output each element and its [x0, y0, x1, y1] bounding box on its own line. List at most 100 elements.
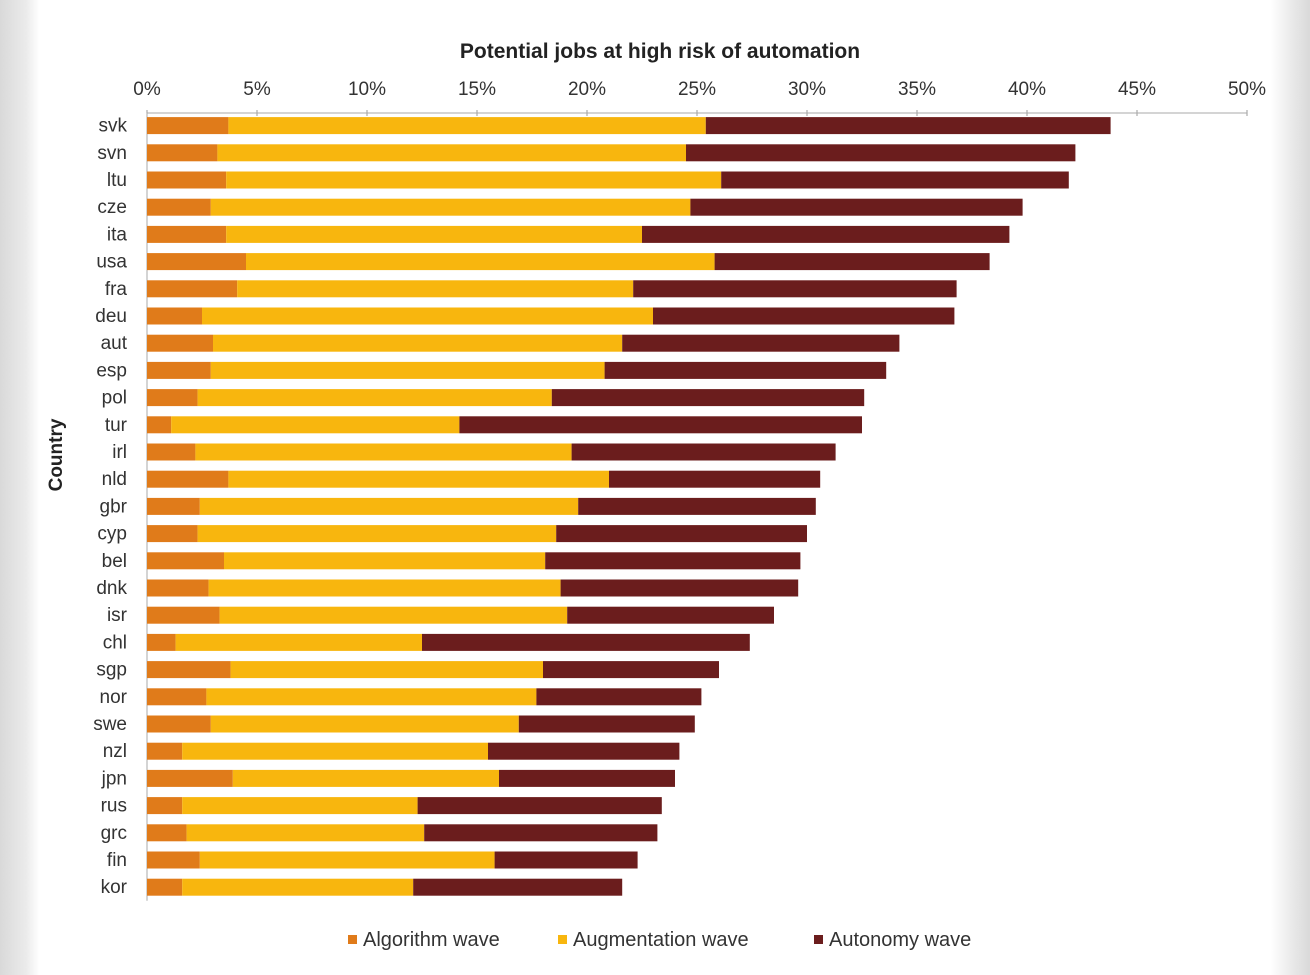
category-label: isr	[107, 605, 128, 626]
legend: Algorithm wave Augmentation wave Autonomy …	[348, 929, 971, 951]
bar-autonomy-wave-svk	[705, 117, 1111, 135]
bar-autonomy-wave-usa	[714, 253, 990, 271]
bar-augmentation-wave-usa	[246, 253, 715, 271]
bar-algorithm-wave-kor	[147, 878, 183, 896]
bar-algorithm-wave-isr	[147, 606, 220, 624]
bar-augmentation-wave-cze	[210, 198, 691, 216]
bar-autonomy-wave-gbr	[578, 497, 816, 515]
bar-augmentation-wave-gbr	[199, 497, 579, 515]
category-label: esp	[96, 360, 127, 381]
bar-algorithm-wave-irl	[147, 443, 196, 461]
category-label: irl	[112, 442, 127, 463]
bar-algorithm-wave-rus	[147, 797, 183, 815]
category-label: jpn	[101, 768, 127, 789]
legend-swatch	[558, 935, 567, 944]
bar-algorithm-wave-ltu	[147, 171, 227, 189]
bar-autonomy-wave-dnk	[560, 579, 799, 597]
category-label: grc	[101, 823, 127, 844]
bar-autonomy-wave-tur	[459, 416, 862, 434]
legend-label: Algorithm wave	[363, 929, 500, 951]
category-label: aut	[101, 333, 128, 354]
category-label: svk	[99, 116, 128, 137]
bar-augmentation-wave-nor	[206, 688, 537, 706]
category-label: nor	[100, 687, 128, 708]
bar-autonomy-wave-fin	[494, 851, 638, 869]
bar-algorithm-wave-dnk	[147, 579, 209, 597]
category-label: fra	[105, 279, 128, 300]
x-tick-label: 50%	[1228, 79, 1266, 100]
bar-augmentation-wave-cyp	[197, 525, 557, 543]
bar-augmentation-wave-nzl	[182, 742, 488, 760]
x-tick-label: 25%	[678, 79, 716, 100]
bar-augmentation-wave-svn	[217, 144, 686, 162]
category-label: usa	[96, 252, 127, 273]
bar-algorithm-wave-esp	[147, 361, 211, 379]
bar-augmentation-wave-fin	[199, 851, 495, 869]
x-tick-label: 5%	[243, 79, 271, 100]
bar-augmentation-wave-irl	[195, 443, 572, 461]
bar-algorithm-wave-tur	[147, 416, 172, 434]
bar-autonomy-wave-nzl	[488, 742, 680, 760]
category-label: chl	[103, 632, 127, 653]
bar-autonomy-wave-ita	[642, 225, 1010, 243]
bar-augmentation-wave-svk	[228, 117, 706, 135]
x-tick-label: 45%	[1118, 79, 1156, 100]
y-axis-label: Country	[46, 418, 67, 491]
bar-autonomy-wave-nld	[609, 470, 821, 488]
bar-augmentation-wave-esp	[210, 361, 605, 379]
category-label: rus	[101, 796, 127, 817]
bar-autonomy-wave-bel	[545, 552, 801, 570]
bar-algorithm-wave-fra	[147, 280, 238, 298]
x-tick-label: 30%	[788, 79, 826, 100]
category-label: nld	[102, 469, 127, 490]
x-tick-label: 10%	[348, 79, 386, 100]
bars	[147, 117, 1111, 896]
x-tick-label: 20%	[568, 79, 606, 100]
bar-autonomy-wave-jpn	[499, 769, 675, 787]
x-tick-label: 0%	[133, 79, 161, 100]
bar-augmentation-wave-ita	[226, 225, 642, 243]
bar-autonomy-wave-chl	[422, 633, 750, 651]
bar-augmentation-wave-pol	[197, 389, 552, 407]
bar-augmentation-wave-kor	[182, 878, 414, 896]
bar-algorithm-wave-fin	[147, 851, 200, 869]
legend-label: Autonomy wave	[829, 929, 971, 951]
y-axis-categories: svk svn ltu cze ita usa fra deu aut esp pol tur irl n…	[93, 116, 128, 899]
bar-autonomy-wave-svn	[686, 144, 1076, 162]
bar-augmentation-wave-nld	[228, 470, 609, 488]
category-label: nzl	[103, 741, 127, 762]
bar-autonomy-wave-nor	[536, 688, 702, 706]
bar-algorithm-wave-jpn	[147, 769, 233, 787]
bar-algorithm-wave-grc	[147, 824, 187, 842]
bar-algorithm-wave-svk	[147, 117, 229, 135]
x-axis-ticks: 0% 5% 10% 15% 20% 25% 30% 35% 40% 45% 50%	[133, 79, 1266, 100]
legend-swatch	[814, 935, 823, 944]
bar-algorithm-wave-bel	[147, 552, 224, 570]
bar-algorithm-wave-nor	[147, 688, 207, 706]
category-label: deu	[95, 306, 127, 327]
x-tick-label: 35%	[898, 79, 936, 100]
bar-augmentation-wave-tur	[171, 416, 460, 434]
bar-autonomy-wave-ltu	[721, 171, 1069, 189]
bar-augmentation-wave-fra	[237, 280, 634, 298]
bar-autonomy-wave-sgp	[543, 661, 719, 679]
x-tick-label: 40%	[1008, 79, 1046, 100]
legend-label: Augmentation wave	[573, 929, 749, 951]
bar-augmentation-wave-rus	[182, 797, 418, 815]
bar-augmentation-wave-chl	[175, 633, 422, 651]
bar-algorithm-wave-cze	[147, 198, 211, 216]
category-label: ltu	[107, 170, 127, 191]
bar-algorithm-wave-usa	[147, 253, 246, 271]
bar-autonomy-wave-irl	[571, 443, 836, 461]
bar-algorithm-wave-gbr	[147, 497, 200, 515]
bar-algorithm-wave-cyp	[147, 525, 198, 543]
bar-autonomy-wave-deu	[653, 307, 955, 325]
bar-augmentation-wave-swe	[210, 715, 519, 733]
category-label: svn	[97, 143, 127, 164]
bar-autonomy-wave-grc	[424, 824, 658, 842]
bar-algorithm-wave-chl	[147, 633, 176, 651]
bar-algorithm-wave-pol	[147, 389, 198, 407]
x-tick-label: 15%	[458, 79, 496, 100]
category-label: dnk	[96, 578, 127, 599]
